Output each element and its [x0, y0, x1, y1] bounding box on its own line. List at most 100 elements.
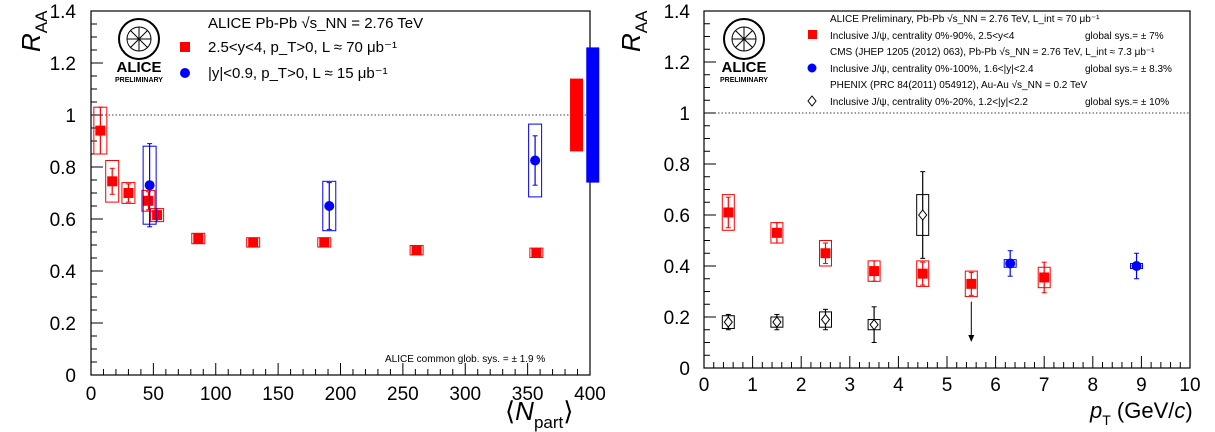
data-point-circle-right [1005, 258, 1016, 269]
y-axis-label-right: RAA [616, 10, 651, 52]
x-tick-label-left: 200 [325, 384, 357, 405]
axes-right: 0 1 2 3 4 5 6 7 8 9 10 0 0.2 0.4 0.6 0.8 1 1.2 1.4 [664, 2, 1201, 396]
legend-marker-blue-circle-right [807, 63, 817, 73]
data-point-square-right [771, 227, 782, 238]
data-point-square-right [917, 268, 928, 279]
x-tick-label-right: 3 [845, 375, 856, 396]
data-point-square-left [319, 237, 330, 248]
x-tick-label-right: 7 [1039, 375, 1050, 396]
x-axis-label-right: pT (GeV/c) [1089, 398, 1193, 428]
y-tick-label-right: 0.6 [664, 206, 690, 227]
global-sys-note-left: ALICE common glob. sys. = ± 1.9 % [385, 354, 545, 365]
data-point-square-left [123, 188, 134, 198]
y-tick-label-left: 0.2 [50, 314, 76, 335]
y-tick-label-left: 1.2 [50, 54, 76, 75]
y-tick-label-right: 0 [679, 359, 690, 380]
legend-marker-red-square-right [808, 30, 817, 39]
data-point-square-left [95, 125, 106, 136]
y-tick-label-right: 1.4 [664, 2, 691, 23]
data-point-square-left [531, 247, 542, 258]
x-tick-label-right: 2 [796, 375, 807, 396]
y-tick-label-left: 0.4 [50, 262, 77, 283]
data-point-circle-left [324, 201, 335, 211]
data-point-square-right [869, 266, 880, 277]
legend-marker-red-square [180, 42, 190, 52]
y-tick-label-left: 1 [65, 106, 76, 127]
x-tick-label-left: 100 [200, 384, 232, 405]
alice-logo-right-name: ALICE [722, 59, 767, 76]
sys-box-left [322, 180, 337, 232]
data-point-square-right [723, 207, 734, 218]
sys-box-left [141, 189, 156, 212]
legend-marker-open-diamond-right [807, 95, 817, 107]
x-tick-label-right: 10 [1179, 375, 1200, 396]
x-tick-label-right: 8 [1088, 375, 1099, 396]
data-point-diamond-right [772, 316, 782, 328]
legend-entry-right-1: Inclusive J/ψ, centrality 0%-100%, 1.6<|… [830, 64, 1034, 75]
legend-sys-right-0: global sys.= ± 7% [1085, 31, 1164, 42]
legend-left: ALICE Pb-Pb √s_NN = 2.76 TeV 2.5<y<4, p_… [180, 15, 423, 82]
y-tick-label-right: 1 [679, 104, 690, 125]
x-tick-label-right: 0 [699, 375, 710, 396]
global-sys-box-left [586, 47, 600, 183]
x-tick-label-right: 4 [893, 375, 904, 396]
panel-pt: 0 1 2 3 4 5 6 7 8 9 10 0 0.2 0.4 0.6 0.8 1 1.2 1.4 RAA pT … [616, 2, 1201, 428]
y-tick-label-right: 1.2 [664, 53, 690, 74]
data-point-square-right [966, 278, 977, 289]
legend-line-right-1: CMS (JHEP 1205 (2012) 063), Pb-Pb √s_NN … [830, 46, 1155, 58]
axes-left: 0 50 100 150 200 250 300 350 400 0 0.2 0.4 0.6 0.8 1 1.… [50, 2, 606, 405]
data-point-square-left [248, 237, 259, 248]
x-tick-label-left: 0 [86, 384, 97, 405]
data-marks-right [721, 171, 1144, 343]
data-point-diamond-right [723, 316, 733, 328]
y-tick-label-right: 0.4 [664, 257, 691, 278]
legend-line-right-0: ALICE Preliminary, Pb-Pb √s_NN = 2.76 Te… [830, 13, 1100, 25]
x-tick-label-left: 150 [262, 384, 294, 405]
data-point-circle-right [1131, 261, 1142, 271]
x-tick-label-left: 50 [143, 384, 164, 405]
upper-limit-arrow-head [968, 334, 975, 342]
legend-header-left: ALICE Pb-Pb √s_NN = 2.76 TeV [208, 15, 423, 32]
sys-box-left [121, 182, 136, 204]
x-tick-label-right: 1 [747, 375, 758, 396]
sys-box-right [819, 240, 832, 267]
y-axis-label-left-text: R [16, 33, 46, 52]
y-tick-label-left: 0.8 [50, 158, 76, 179]
data-point-square-left [107, 176, 118, 187]
alice-logo-right-subtext: PRELIMINARY [720, 77, 768, 84]
sys-box-right [964, 270, 978, 298]
legend-marker-blue-circle [180, 68, 190, 78]
data-marks-left [93, 47, 600, 258]
legend-sys-right-1: global sys.= ± 8.3% [1085, 64, 1172, 75]
alice-logo-right: ALICE PRELIMINARY [720, 18, 768, 84]
legend-entry-left-0: 2.5<y<4, p_T>0, L ≈ 70 μb⁻¹ [208, 39, 397, 56]
legend-entry-right-0: Inclusive J/ψ, centrality 0%-90%, 2.5<y<… [830, 31, 1015, 42]
x-tick-label-right: 9 [1136, 375, 1147, 396]
sys-box-left [105, 160, 120, 203]
sys-box-left [191, 232, 206, 245]
legend-entry-left-1: |y|<0.9, p_T>0, L ≈ 15 μb⁻¹ [208, 65, 388, 82]
sys-box-left [528, 123, 543, 198]
data-point-square-right [820, 248, 831, 259]
x-tick-label-right: 6 [990, 375, 1001, 396]
data-point-diamond-right [869, 318, 879, 331]
y-tick-label-right: 0.8 [664, 155, 690, 176]
alice-logo-left: ALICE PRELIMINARY [115, 18, 163, 84]
data-point-circle-left [144, 180, 155, 191]
y-tick-label-left: 1.4 [50, 2, 77, 23]
x-tick-label-left: 350 [512, 384, 544, 405]
x-tick-label-right: 5 [942, 375, 953, 396]
sys-box-right [721, 194, 735, 231]
x-tick-label-left: 250 [387, 384, 419, 405]
legend-line-right-2: PHENIX (PRC 84(2011) 054912), Au-Au √s_N… [830, 79, 1088, 91]
y-axis-label-left: RAA [16, 10, 51, 52]
data-point-square-left [152, 210, 163, 221]
alice-logo-left-name: ALICE [117, 59, 162, 76]
x-tick-label-left: 300 [449, 384, 481, 405]
data-point-square-left [411, 245, 422, 256]
y-tick-label-left: 0.6 [50, 210, 76, 231]
data-point-square-left [193, 233, 204, 244]
panel-npart: 0 50 100 150 200 250 300 350 400 0 0.2 0.4 0.6 0.8 1 1.… [16, 2, 606, 432]
data-point-square-right [1039, 272, 1050, 283]
